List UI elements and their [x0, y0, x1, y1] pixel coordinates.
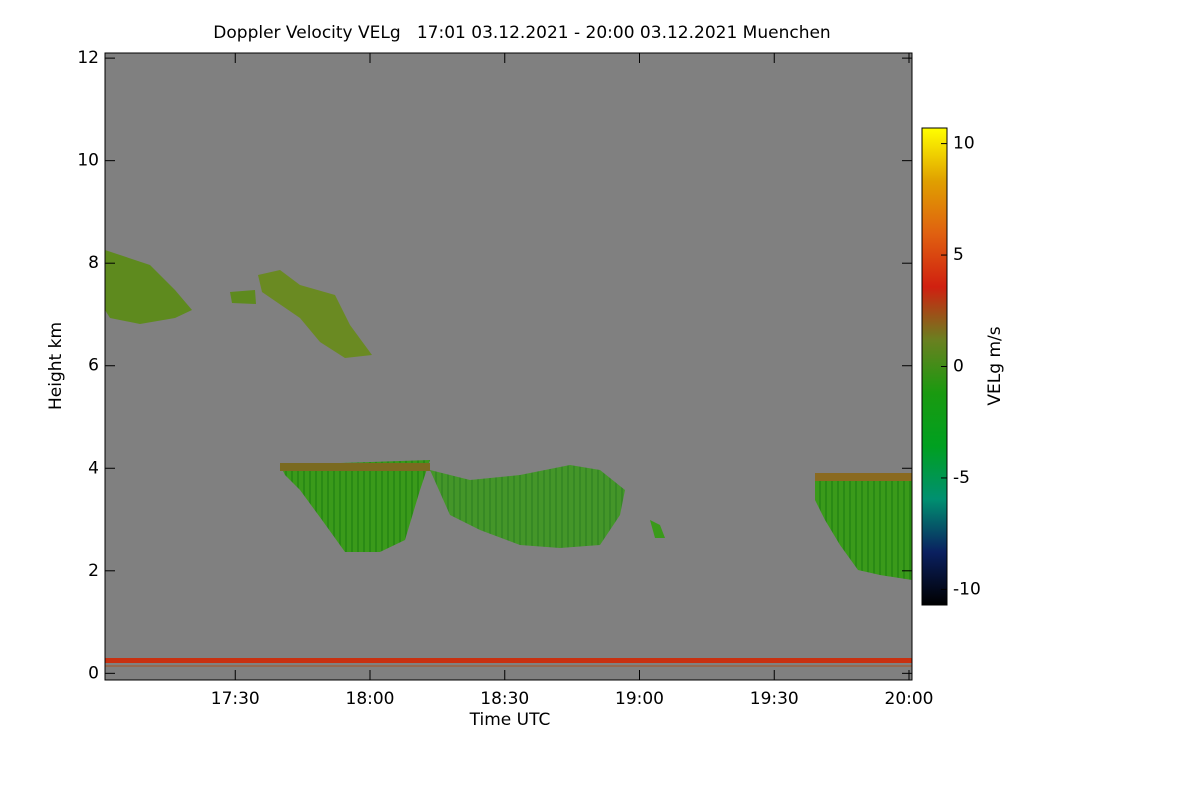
- cloud: [815, 475, 912, 580]
- y-tick-label: 12: [77, 48, 99, 68]
- cloud-top: [815, 473, 912, 481]
- x-tick-label: 20:00: [885, 689, 934, 709]
- chart-title: Doppler Velocity VELg 17:01 03.12.2021 -…: [213, 23, 830, 43]
- x-tick-label: 17:30: [211, 689, 260, 709]
- x-tick-label: 19:30: [750, 689, 799, 709]
- cloud: [230, 290, 256, 304]
- plot-background: [105, 53, 912, 680]
- colorbar-tick-label: -5: [953, 468, 970, 488]
- colorbar-label: VELg m/s: [985, 326, 1005, 405]
- cloud: [280, 460, 430, 552]
- y-tick-label: 4: [88, 458, 99, 478]
- ground-clutter: [105, 658, 912, 663]
- x-tick-label: 19:00: [615, 689, 664, 709]
- colorbar-tick-label: 5: [953, 245, 964, 265]
- y-tick-label: 2: [88, 561, 99, 581]
- cloud-top: [280, 463, 430, 471]
- cloud: [650, 520, 665, 538]
- echo-field: [105, 250, 912, 667]
- y-tick-label: 0: [88, 663, 99, 683]
- colorbar-tick-label: 0: [953, 357, 964, 377]
- colorbar-tick-label: -10: [953, 579, 981, 599]
- colorbar-tick-label: 10: [953, 134, 975, 154]
- y-axis-label: Height km: [46, 322, 66, 410]
- y-tick-label: 10: [77, 151, 99, 171]
- cloud: [430, 465, 625, 548]
- y-tick-label: 6: [88, 356, 99, 376]
- x-axis-label: Time UTC: [469, 710, 551, 730]
- cloud: [105, 250, 192, 324]
- y-tick-label: 8: [88, 253, 99, 273]
- plot-frame: [104, 52, 913, 681]
- cloud: [258, 270, 372, 358]
- x-tick-label: 18:00: [346, 689, 395, 709]
- ground-clutter: [105, 665, 912, 667]
- x-tick-label: 18:30: [480, 689, 529, 709]
